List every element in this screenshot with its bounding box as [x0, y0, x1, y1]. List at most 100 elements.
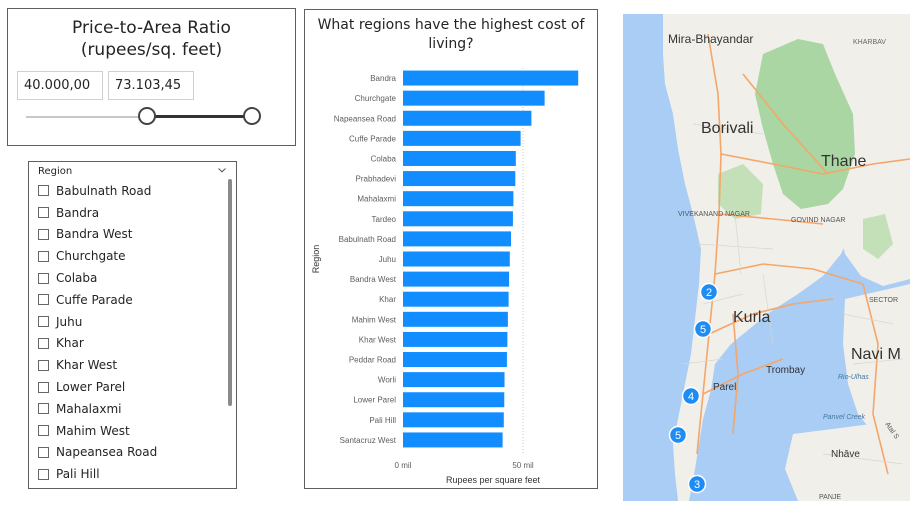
y-tick-label: Colaba — [371, 154, 397, 163]
bar[interactable] — [403, 392, 505, 408]
range-high-handle[interactable] — [243, 107, 261, 125]
cluster-marker[interactable] — [668, 425, 688, 445]
y-tick-label: Santacruz West — [340, 436, 397, 445]
cluster-count: 4 — [688, 391, 694, 403]
cluster-marker[interactable] — [687, 474, 707, 494]
checkbox[interactable] — [38, 425, 49, 437]
cost-of-living-chart: What regions have the highest cost of li… — [304, 9, 598, 489]
y-tick-label: Khar — [379, 295, 396, 304]
region-item-label: Khar West — [56, 358, 118, 373]
label-nhave: Nhāve — [831, 449, 860, 460]
region-item[interactable]: Juhu — [38, 311, 228, 333]
region-slicer-header: Region — [38, 166, 73, 177]
checkbox[interactable] — [38, 316, 49, 328]
cluster-marker[interactable] — [693, 319, 713, 339]
bar[interactable] — [403, 291, 509, 307]
max-value-input[interactable]: 73.103,45 — [108, 71, 194, 100]
bar[interactable] — [403, 231, 511, 247]
bar[interactable] — [403, 70, 579, 86]
chevron-down-icon[interactable] — [218, 166, 226, 174]
label-mira: Mira-Bhayandar — [668, 32, 753, 46]
checkbox[interactable] — [38, 272, 49, 284]
region-item[interactable]: Napeansea Road — [38, 442, 228, 464]
bar[interactable] — [403, 271, 510, 287]
bar[interactable] — [403, 352, 507, 368]
checkbox[interactable] — [38, 446, 49, 458]
region-item-label: Lower Parel — [56, 380, 126, 395]
bar[interactable] — [403, 211, 513, 227]
checkbox[interactable] — [38, 294, 49, 306]
cluster-count: 2 — [706, 287, 712, 299]
min-value-input[interactable]: 40.000,00 — [17, 71, 103, 100]
label-govind: GOVIND NAGAR — [791, 217, 845, 224]
y-tick-label: Peddar Road — [349, 356, 396, 365]
region-map[interactable]: Mira-Bhayandar KHARBAV Borivali Thane VI… — [623, 14, 910, 501]
region-item[interactable]: Babulnath Road — [38, 180, 228, 202]
region-list-scrollbar[interactable] — [228, 179, 232, 406]
region-item-label: Babulnath Road — [56, 183, 152, 198]
x-axis-label: Rupees per square feet — [446, 475, 541, 485]
bar[interactable] — [403, 331, 508, 347]
green-area — [718, 164, 763, 219]
y-tick-label: Napeansea Road — [334, 114, 396, 123]
map-labels: Mira-Bhayandar KHARBAV Borivali Thane VI… — [668, 32, 901, 501]
region-item-label: Juhu — [56, 314, 83, 329]
y-tick-label: Juhu — [379, 255, 396, 264]
region-item[interactable]: Khar West — [38, 354, 228, 376]
y-axis-label: Region — [311, 245, 321, 274]
region-item-label: Khar — [56, 336, 84, 351]
bar[interactable] — [403, 432, 503, 448]
label-trombay: Trombay — [766, 365, 805, 376]
region-item[interactable]: Pali Hill — [38, 463, 228, 485]
y-tick-label: Lower Parel — [353, 396, 396, 405]
region-item[interactable]: Lower Parel — [38, 376, 228, 398]
label-kharbav: KHARBAV — [853, 39, 886, 46]
bar[interactable] — [403, 412, 504, 428]
bar[interactable] — [403, 90, 545, 106]
checkbox[interactable] — [38, 403, 49, 415]
y-tick-label: Khar West — [359, 335, 397, 344]
bar[interactable] — [403, 150, 516, 166]
region-item[interactable]: Mahim West — [38, 420, 228, 442]
region-item[interactable]: Bandra — [38, 202, 228, 224]
checkbox[interactable] — [38, 359, 49, 371]
label-borivali: Borivali — [701, 120, 753, 137]
checkbox[interactable] — [38, 381, 49, 393]
range-low-handle[interactable] — [138, 107, 156, 125]
slicer-title: Price-to-Area Ratio (rupees/sq. feet) — [8, 17, 295, 61]
bar[interactable] — [403, 171, 516, 187]
label-navi: Navi M — [851, 346, 901, 363]
cluster-marker[interactable] — [681, 386, 701, 406]
y-tick-label: Mahalaxmi — [357, 195, 396, 204]
bar[interactable] — [403, 110, 532, 126]
bar[interactable] — [403, 130, 521, 146]
region-item[interactable]: Bandra West — [38, 224, 228, 246]
checkbox[interactable] — [38, 250, 49, 262]
region-item[interactable]: Colaba — [38, 267, 228, 289]
y-tick-label: Babulnath Road — [339, 235, 396, 244]
region-item-label: Bandra — [56, 205, 100, 220]
checkbox[interactable] — [38, 185, 49, 197]
y-tick-label: Bandra West — [350, 275, 397, 284]
checkbox[interactable] — [38, 468, 49, 480]
region-slicer: Region Babulnath Road Bandra Bandra West Ch… — [28, 161, 237, 489]
region-item[interactable]: Churchgate — [38, 245, 228, 267]
map-clusters: 2 5 4 5 3 — [668, 282, 719, 494]
cluster-marker[interactable] — [699, 282, 719, 302]
bar[interactable] — [403, 372, 505, 388]
region-item[interactable]: Cuffe Parade — [38, 289, 228, 311]
region-item-label: Mahim West — [56, 423, 130, 438]
bar[interactable] — [403, 311, 508, 327]
region-item[interactable]: Khar — [38, 333, 228, 355]
checkbox[interactable] — [38, 337, 49, 349]
x-tick-label: 0 mil — [395, 461, 412, 470]
checkbox[interactable] — [38, 207, 49, 219]
y-tick-label: Bandra — [370, 74, 396, 83]
cluster-count: 5 — [700, 324, 706, 336]
bar[interactable] — [403, 251, 510, 267]
price-range-slicer: Price-to-Area Ratio (rupees/sq. feet) 40… — [7, 8, 296, 146]
bar[interactable] — [403, 191, 514, 207]
region-item[interactable]: Mahalaxmi — [38, 398, 228, 420]
checkbox[interactable] — [38, 228, 49, 240]
label-panvel: Panvel Creek — [823, 414, 866, 421]
